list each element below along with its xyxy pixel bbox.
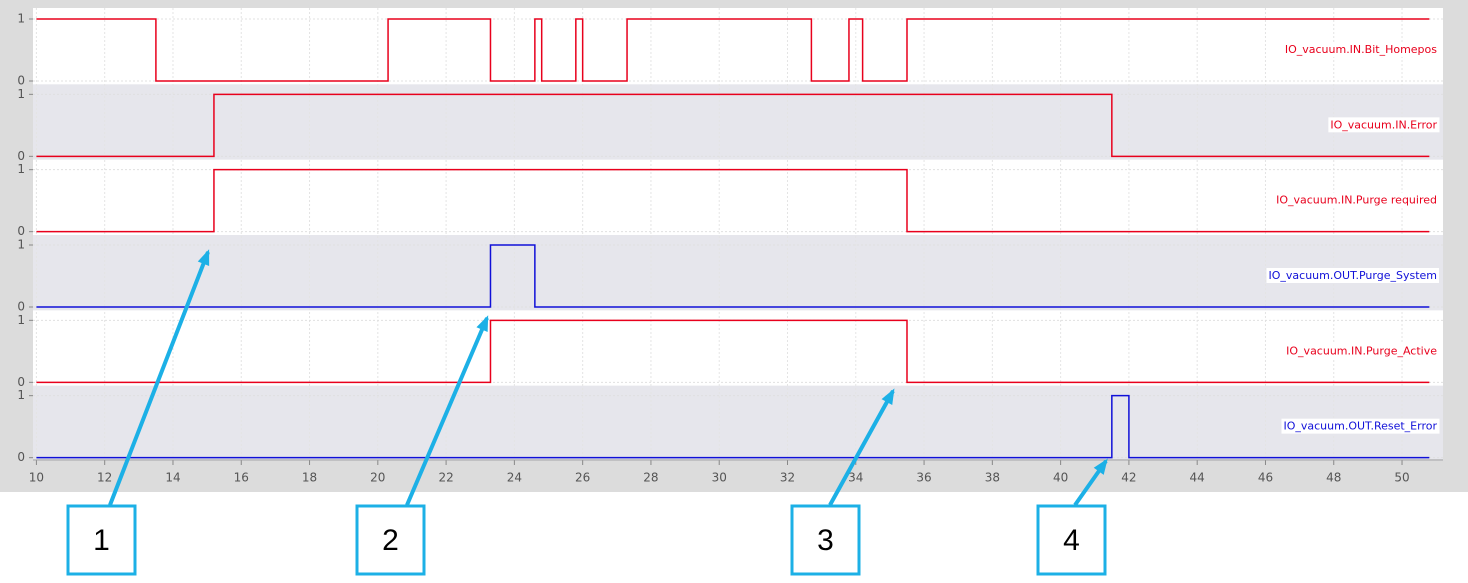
x-tick-label: 36 xyxy=(916,471,931,485)
arrow-head xyxy=(1093,458,1108,475)
arrow-head xyxy=(476,315,489,332)
x-tick-label: 10 xyxy=(29,471,44,485)
x-tick-label: 20 xyxy=(370,471,385,485)
callout-arrow xyxy=(108,251,210,506)
x-tick-label: 44 xyxy=(1190,471,1205,485)
x-tick-label: 24 xyxy=(507,471,522,485)
lane-band xyxy=(33,385,1443,461)
x-tick-label: 50 xyxy=(1394,471,1409,485)
callout-box xyxy=(66,504,137,576)
callout-box xyxy=(355,504,426,576)
x-tick-label: 42 xyxy=(1121,471,1136,485)
y-tick-label: 1 xyxy=(17,162,25,176)
callout-arrow xyxy=(828,390,895,506)
x-tick-label: 26 xyxy=(575,471,590,485)
signal-label: IO_vacuum.IN.Bit_Homepos xyxy=(1285,43,1437,56)
y-tick-label: 0 xyxy=(17,149,25,163)
signal-trace xyxy=(36,168,1430,233)
arrow-head xyxy=(881,388,895,405)
callout-arrow xyxy=(405,317,489,506)
y-tick-label: 1 xyxy=(17,313,25,327)
signal-label: IO_vacuum.IN.Purge_Active xyxy=(1286,344,1437,357)
y-tick-label: 1 xyxy=(17,238,25,252)
y-tick-label: 0 xyxy=(17,300,25,314)
y-tick-label: 1 xyxy=(17,87,25,101)
signal-label: IO_vacuum.OUT.Purge_System xyxy=(1269,269,1438,282)
lane-band xyxy=(33,235,1443,311)
label-bg xyxy=(1282,42,1440,57)
x-tick-label: 28 xyxy=(643,471,658,485)
x-tick-label: 46 xyxy=(1258,471,1273,485)
arrow-head xyxy=(197,249,210,266)
y-tick-label: 1 xyxy=(17,388,25,402)
signal-trace xyxy=(36,244,1430,308)
callout-label: 4 xyxy=(1063,524,1080,557)
x-tick-label: 38 xyxy=(985,471,1000,485)
x-tick-label: 40 xyxy=(1053,471,1068,485)
callout-box xyxy=(1036,504,1107,576)
signal-label: IO_vacuum.IN.Error xyxy=(1330,118,1437,131)
plot-area xyxy=(33,8,1443,460)
label-bg xyxy=(1284,343,1440,359)
y-tick-label: 1 xyxy=(17,12,25,26)
x-tick-label: 22 xyxy=(438,471,453,485)
x-tick-label: 18 xyxy=(302,471,317,485)
signal-trace xyxy=(36,319,1430,384)
signal-label: IO_vacuum.IN.Purge required xyxy=(1276,194,1437,207)
callout-box xyxy=(790,504,861,576)
y-tick-label: 0 xyxy=(17,375,25,389)
x-tick-label: 32 xyxy=(780,471,795,485)
label-bg xyxy=(1328,117,1440,133)
callout-label: 3 xyxy=(817,524,834,557)
label-bg xyxy=(1266,268,1439,283)
y-tick-label: 0 xyxy=(17,224,25,238)
y-tick-label: 0 xyxy=(17,450,25,464)
x-tick-label: 30 xyxy=(712,471,727,485)
callout-label: 1 xyxy=(93,524,110,557)
y-tick-label: 0 xyxy=(17,74,25,88)
signal-trace xyxy=(36,18,1430,82)
callout-label: 2 xyxy=(382,524,399,557)
x-tick-label: 34 xyxy=(848,471,863,485)
label-bg xyxy=(1281,418,1440,434)
x-tick-label: 48 xyxy=(1326,471,1341,485)
label-bg xyxy=(1274,192,1439,208)
x-tick-label: 16 xyxy=(234,471,249,485)
x-tick-label: 14 xyxy=(165,471,180,485)
signal-label: IO_vacuum.OUT.Reset_Error xyxy=(1283,420,1437,433)
signal-trace xyxy=(36,93,1430,158)
signal-trace xyxy=(36,394,1430,459)
x-tick-label: 12 xyxy=(97,471,112,485)
lane-band xyxy=(33,84,1443,160)
